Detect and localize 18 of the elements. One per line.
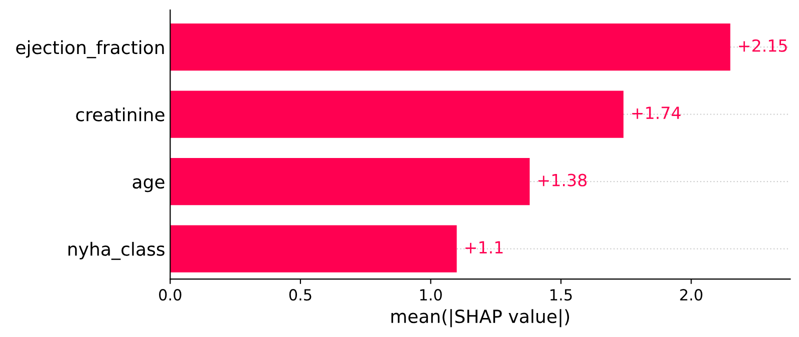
y-tick-label: nyha_class [68, 242, 164, 260]
data-label: +1.1 [465, 241, 503, 254]
y-tick-label: age [132, 178, 164, 192]
y-tick-label: creatinine [76, 107, 164, 122]
data-label: +1.74 [632, 106, 681, 119]
x-tick-label: 1.0 [420, 289, 442, 301]
x-tick-label: 2.0 [680, 289, 702, 301]
x-tick-label: 0.0 [159, 289, 182, 301]
y-tick-label: ejection_fraction [16, 40, 164, 58]
data-label: +1.38 [538, 174, 587, 186]
bar [170, 225, 457, 272]
bar [170, 24, 730, 71]
x-tick-label: 0.5 [289, 289, 312, 301]
x-axis-title: mean(|SHAP value|) [391, 309, 570, 328]
bar [170, 158, 530, 206]
data-label: +2.15 [739, 39, 787, 52]
x-tick-label: 1.5 [550, 289, 572, 301]
bar [170, 90, 624, 138]
